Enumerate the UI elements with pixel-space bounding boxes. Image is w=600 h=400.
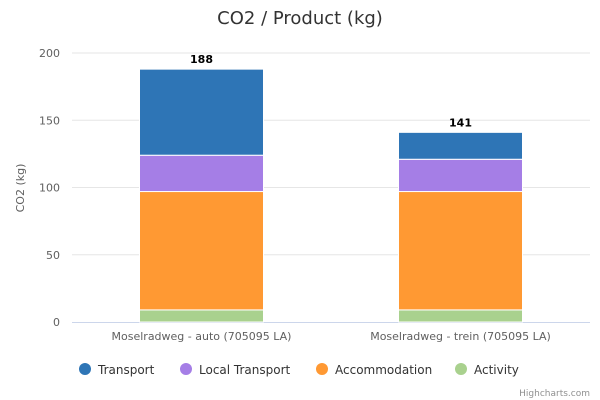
legend[interactable]: Transport Local Transport Accommodation Act… xyxy=(79,363,519,377)
bar-segment-accommodation[interactable] xyxy=(398,191,523,311)
bar-segment-activity[interactable] xyxy=(398,309,523,323)
y-axis-ticks: 0 50 100 150 200 xyxy=(39,47,60,329)
legend-marker xyxy=(455,363,467,375)
bar-segment-activity[interactable] xyxy=(139,309,264,323)
legend-item-transport[interactable]: Transport xyxy=(79,363,155,377)
y-tick-label: 100 xyxy=(39,182,60,195)
stack-total-label: 141 xyxy=(449,116,472,129)
bars[interactable] xyxy=(139,68,523,323)
x-tick-label: Moselradweg - auto (705095 LA) xyxy=(112,330,292,343)
bar-segment-local-transport[interactable] xyxy=(139,154,264,193)
legend-label: Activity xyxy=(474,363,519,377)
legend-item-local-transport[interactable]: Local Transport xyxy=(180,363,291,377)
y-tick-label: 0 xyxy=(53,316,60,329)
chart-title: CO2 / Product (kg) xyxy=(217,8,383,29)
legend-label: Accommodation xyxy=(335,363,432,377)
stack-totals: 188 141 xyxy=(190,53,472,129)
x-tick-label: Moselradweg - trein (705095 LA) xyxy=(370,330,551,343)
bar-segment-transport[interactable] xyxy=(139,68,264,156)
bar-segment-local-transport[interactable] xyxy=(398,158,523,193)
legend-marker xyxy=(79,363,91,375)
y-tick-label: 50 xyxy=(46,249,60,262)
legend-item-accommodation[interactable]: Accommodation xyxy=(316,363,432,377)
legend-marker xyxy=(316,363,328,375)
legend-label: Local Transport xyxy=(199,363,291,377)
credits-link[interactable]: Highcharts.com xyxy=(519,389,590,399)
x-axis-ticks: Moselradweg - auto (705095 LA) Moselradwe… xyxy=(112,330,551,343)
legend-label: Transport xyxy=(97,363,155,377)
y-tick-label: 150 xyxy=(39,114,60,127)
bar-segment-accommodation[interactable] xyxy=(139,191,264,311)
y-tick-label: 200 xyxy=(39,47,60,60)
y-axis-title: CO2 (kg) xyxy=(14,164,27,213)
legend-item-activity[interactable]: Activity xyxy=(455,363,519,377)
stack-total-label: 188 xyxy=(190,53,213,66)
legend-marker xyxy=(180,363,192,375)
bar-segment-transport[interactable] xyxy=(398,131,523,160)
